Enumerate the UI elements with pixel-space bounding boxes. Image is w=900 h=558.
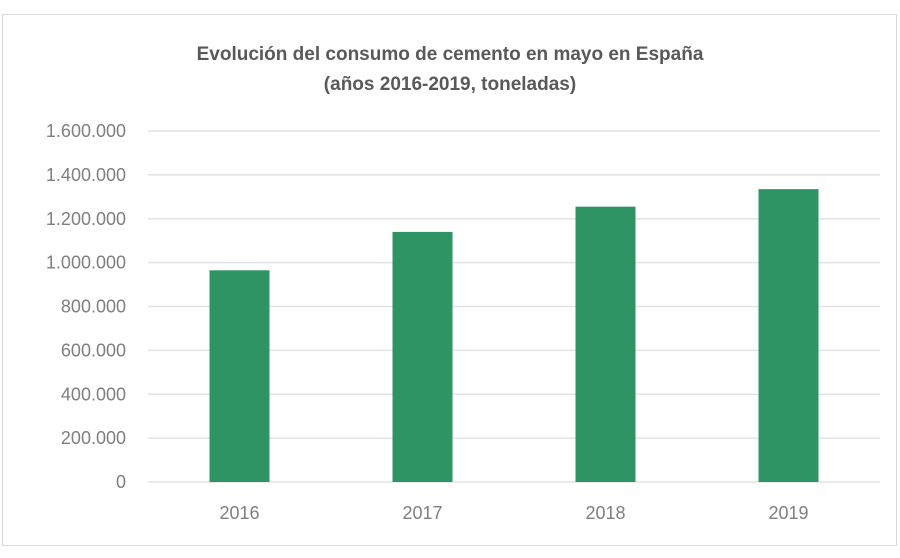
y-tick-label: 0: [116, 472, 126, 492]
bar-2018: [575, 206, 636, 482]
bar-2019: [758, 189, 819, 482]
x-tick-label: 2019: [768, 503, 808, 523]
bar-2017: [392, 231, 453, 482]
chart-title: Evolución del consumo de cemento en mayo…: [196, 44, 704, 65]
y-tick-label: 600.000: [61, 340, 126, 360]
y-axis-ticks: 0 200.000 400.000 600.000 800.000 1.000.000 1.…: [46, 121, 126, 492]
y-tick-label: 800.000: [61, 297, 126, 317]
x-tick-label: 2018: [585, 503, 625, 523]
chart-subtitle: (años 2016-2019, toneladas): [323, 74, 577, 95]
x-tick-label: 2017: [402, 503, 442, 523]
x-tick-label: 2016: [219, 503, 259, 523]
x-axis-ticks: 2016 2017 2018 2019: [219, 503, 808, 523]
y-tick-label: 1.400.000: [46, 165, 126, 185]
bars: [209, 189, 819, 482]
y-tick-label: 1.000.000: [46, 253, 126, 273]
y-tick-label: 1.200.000: [46, 209, 126, 229]
bar-2016: [209, 270, 270, 482]
gridlines: [148, 130, 880, 483]
y-tick-label: 1.600.000: [46, 121, 126, 141]
y-tick-label: 200.000: [61, 428, 126, 448]
y-tick-label: 400.000: [61, 384, 126, 404]
